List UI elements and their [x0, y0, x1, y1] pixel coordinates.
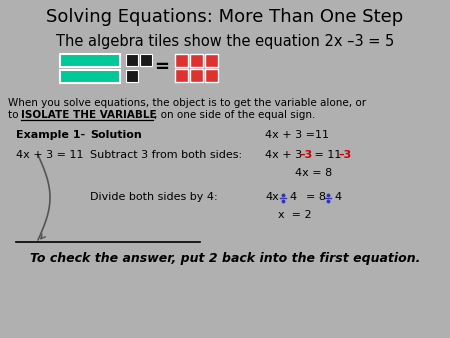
Text: When you solve equations, the object is to get the variable alone, or: When you solve equations, the object is … [8, 98, 366, 108]
Bar [205, 69, 218, 82]
Text: 4x + 3: 4x + 3 [265, 150, 306, 160]
Text: 4x: 4x [265, 192, 279, 202]
Bar [190, 69, 203, 82]
Text: = 11: = 11 [311, 150, 345, 160]
Bar [205, 54, 218, 67]
Text: Divide both sides by 4:: Divide both sides by 4: [90, 192, 218, 202]
Bar [175, 69, 188, 82]
Bar [175, 54, 188, 67]
Text: =: = [154, 58, 170, 76]
Bar [60, 54, 120, 67]
Bar [140, 54, 152, 66]
Text: 4x + 3 = 11: 4x + 3 = 11 [16, 150, 84, 160]
Text: , on one side of the equal sign.: , on one side of the equal sign. [154, 110, 315, 120]
Text: To check the answer, put 2 back into the first equation.: To check the answer, put 2 back into the… [30, 252, 420, 265]
Text: –3: –3 [338, 150, 351, 160]
Text: Solving Equations: More Than One Step: Solving Equations: More Than One Step [46, 8, 404, 26]
Text: ISOLATE THE VARIABLE: ISOLATE THE VARIABLE [21, 110, 157, 120]
Text: –3: –3 [299, 150, 312, 160]
Text: 4: 4 [334, 192, 341, 202]
Bar [126, 54, 138, 66]
Text: to: to [8, 110, 22, 120]
Text: 4x = 8: 4x = 8 [295, 168, 332, 178]
Text: 4x + 3 =11: 4x + 3 =11 [265, 130, 329, 140]
Text: The algebra tiles show the equation 2x –3 = 5: The algebra tiles show the equation 2x –… [56, 34, 394, 49]
Text: x  = 2: x = 2 [278, 210, 311, 220]
Text: 4: 4 [289, 192, 296, 202]
Bar [60, 70, 120, 83]
Text: Subtract 3 from both sides:: Subtract 3 from both sides: [90, 150, 242, 160]
Text: Solution: Solution [90, 130, 142, 140]
Bar [190, 54, 203, 67]
Text: Example 1-: Example 1- [16, 130, 85, 140]
Bar [126, 70, 138, 82]
Text: = 8: = 8 [299, 192, 326, 202]
